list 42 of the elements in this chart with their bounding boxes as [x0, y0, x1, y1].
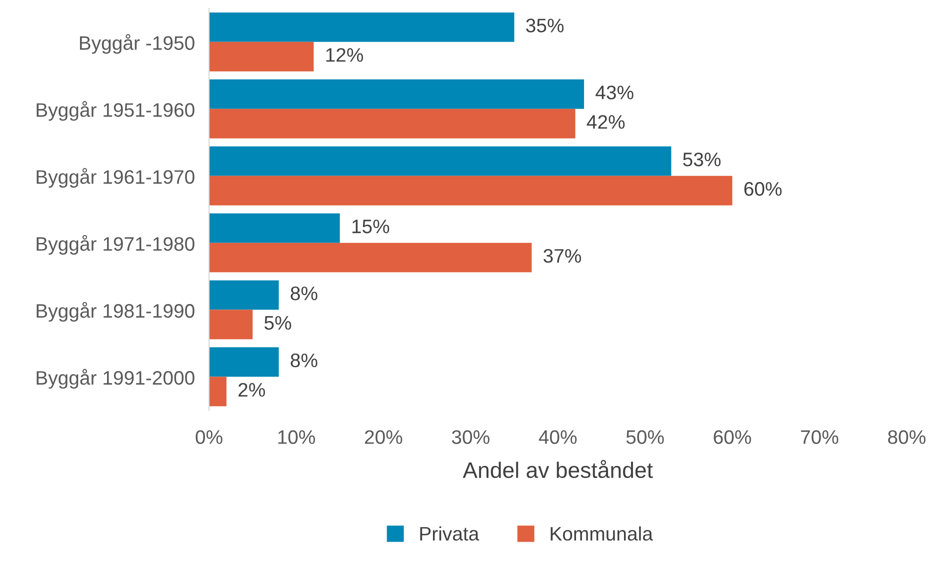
x-tick-label: 20% [364, 430, 402, 444]
legend-label: Privata [420, 526, 480, 541]
x-tick-label: 40% [538, 430, 577, 444]
data-label: 53% [683, 152, 721, 166]
y-tick-label: Byggår 1991-2000 [36, 368, 194, 389]
x-tick-label: 70% [801, 430, 838, 444]
y-tick-label: Byggår 1971-1980 [36, 234, 194, 255]
data-label: 2% [238, 382, 265, 397]
x-tick-label: 30% [452, 430, 490, 444]
x-tick-label: 60% [714, 430, 752, 444]
data-label: 5% [264, 316, 292, 330]
bar [209, 213, 340, 243]
bar [209, 108, 576, 138]
x-tick-label: 0% [196, 430, 222, 444]
data-label: 8% [290, 353, 318, 368]
data-label: 35% [526, 18, 564, 32]
x-tick-label: 10% [278, 430, 316, 444]
data-label: 60% [744, 182, 782, 196]
bar [209, 376, 226, 406]
y-tick-label: Byggår -1950 [80, 34, 194, 54]
data-label: 37% [544, 249, 582, 263]
bar [209, 79, 584, 109]
data-label: 12% [326, 48, 364, 62]
legend-label: Kommunala [550, 526, 653, 541]
data-label: 43% [596, 86, 634, 100]
bar [209, 242, 532, 272]
bar [209, 347, 279, 377]
bar [209, 176, 732, 206]
data-label: 42% [586, 115, 625, 129]
x-tick-label: 80% [888, 430, 926, 444]
x-axis-title: Andel av beståndet [462, 460, 653, 478]
y-tick-label: Byggår 1961-1970 [36, 168, 194, 188]
bar [209, 42, 314, 72]
y-tick-label: Byggår 1981-1990 [36, 302, 194, 322]
bar [209, 146, 672, 176]
x-tick-label: 50% [626, 430, 664, 444]
bar [209, 12, 514, 42]
y-tick-label: Byggår 1951-1960 [36, 101, 194, 121]
data-label: 8% [290, 286, 318, 300]
bar [209, 280, 279, 310]
data-label: 15% [352, 220, 390, 234]
bar [209, 310, 253, 340]
